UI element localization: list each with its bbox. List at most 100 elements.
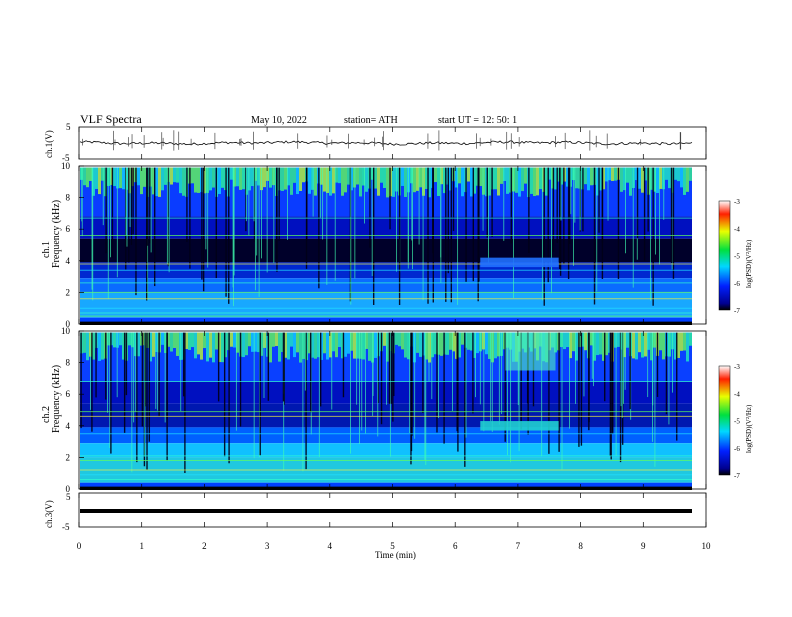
spectrogram-noise-cell	[557, 167, 560, 182]
spectrogram-noise-cell	[437, 167, 440, 196]
x-tick-label: 4	[328, 541, 333, 551]
spectrogram-noise-cell	[422, 167, 425, 196]
x-tick-label: 2	[202, 541, 207, 551]
ch1-spectrogram-yticks: 10 8 6 4 2 0	[61, 161, 84, 329]
spectrogram-noise-cell	[434, 167, 437, 183]
spectrogram-noise-cell	[458, 332, 461, 358]
ch1-spectrogram-ylabel: Frequency (kHz)	[51, 200, 62, 268]
spectrogram-noise-cell	[356, 167, 359, 185]
spectrogram-noise-cell	[281, 167, 284, 191]
spectrogram-noise-cell	[563, 332, 566, 350]
spectrogram-noise-cell	[647, 332, 650, 350]
spectrogram-noise-cell	[548, 167, 551, 180]
spectrogram-noise-cell	[212, 167, 215, 188]
spectrogram-noise-cell	[656, 167, 659, 193]
spectrogram-noise-cell	[215, 332, 218, 350]
spectrogram-noise-cell	[602, 167, 605, 190]
y-tick-label: 4	[66, 421, 71, 431]
spectrogram-noise-cell	[353, 332, 356, 359]
spectrogram-noise-cell	[680, 167, 683, 188]
colorbar-tick-label: -6	[734, 280, 740, 288]
ch1-ylabel: ch.1(V)	[44, 130, 54, 158]
spectrogram-noise-cell	[584, 332, 587, 351]
spectrogram-band	[80, 317, 692, 324]
ch1-colorbar	[718, 200, 731, 311]
spectrogram-noise-cell	[236, 167, 239, 187]
spectrogram-noise-cell	[506, 167, 509, 194]
spectrogram-noise-cell	[578, 167, 581, 189]
spectrogram-emission	[505, 332, 556, 371]
x-tick-label: 6	[453, 541, 458, 551]
spectrogram-noise-cell	[359, 332, 362, 359]
spectrogram-noise-cell	[587, 167, 590, 191]
x-tick-label: 7	[516, 541, 521, 551]
spectrogram-noise-cell	[287, 332, 290, 360]
spectrogram-noise-cell	[428, 167, 431, 198]
spectrogram-noise-cell	[503, 332, 506, 350]
spectrogram-noise-cell	[362, 167, 365, 186]
spectrogram-noise-cell	[374, 167, 377, 189]
spectrogram-noise-cell	[326, 167, 329, 193]
spectrogram-noise-cell	[443, 167, 446, 194]
spectrogram-noise-cell	[200, 332, 203, 360]
spectrogram-noise-cell	[581, 332, 584, 347]
spectrogram-noise-cell	[416, 167, 419, 191]
spectrogram-noise-cell	[158, 167, 161, 197]
spectrogram-noise-cell	[242, 332, 245, 358]
spectrogram-noise-cell	[248, 332, 251, 347]
spectrogram-noise-cell	[338, 167, 341, 184]
spectrogram-noise-cell	[218, 332, 221, 363]
spectrogram-noise-cell	[263, 167, 266, 188]
spectrogram-noise-cell	[320, 167, 323, 185]
spectrogram-baseline	[80, 321, 692, 325]
spectrogram-noise-cell	[230, 332, 233, 347]
ch3-ylabel: ch.3(V)	[44, 500, 54, 528]
y-tick-label: 6	[66, 389, 71, 399]
spectrogram-noise-cell	[461, 332, 464, 345]
spectrogram-noise-cell	[434, 332, 437, 355]
spectrogram-noise-cell	[95, 167, 98, 189]
spectrogram-noise-cell	[197, 332, 200, 355]
spectrogram-noise-cell	[398, 332, 401, 347]
spectrogram-noise-cell	[224, 332, 227, 358]
spectrogram-noise-cell	[152, 332, 155, 357]
spectrogram-noise-cell	[164, 167, 167, 185]
y-tick-label: 10	[61, 161, 71, 171]
spectrogram-noise-cell	[638, 332, 641, 353]
spectrogram-noise-cell	[431, 332, 434, 358]
spectrogram-noise-cell	[89, 167, 92, 181]
spectrogram-noise-cell	[608, 332, 611, 353]
spectrogram-noise-cell	[659, 167, 662, 189]
spectrogram-noise-cell	[575, 167, 578, 189]
spectrogram-noise-cell	[614, 332, 617, 348]
spectrogram-noise-cell	[455, 167, 458, 188]
spectrogram-noise-cell	[275, 332, 278, 347]
spectrogram-noise-cell	[122, 332, 125, 360]
spectrogram-noise-cell	[251, 332, 254, 352]
spectrogram-noise-cell	[263, 332, 266, 348]
spectrogram-noise-cell	[221, 332, 224, 363]
spectrogram-noise-cell	[332, 332, 335, 352]
y-tick-label: 2	[66, 452, 71, 462]
spectrogram-noise-cell	[155, 167, 158, 197]
spectrogram-noise-cell	[155, 332, 158, 353]
spectrogram-noise-cell	[569, 332, 572, 359]
spectrogram-noise-cell	[596, 167, 599, 196]
ch2-spectrogram-yticks: 10 8 6 4 2 0	[61, 326, 84, 494]
colorbar-tick-label: -6	[734, 445, 740, 453]
spectrogram-noise-cell	[488, 332, 491, 359]
colorbar-tick-label: -4	[734, 225, 740, 233]
spectrogram-noise-cell	[266, 332, 269, 357]
spectrogram-noise-cell	[404, 332, 407, 358]
spectrogram-noise-cell	[659, 332, 662, 351]
spectrogram-noise-cell	[260, 332, 263, 356]
spectrogram-noise-cell	[221, 167, 224, 188]
spectrogram-noise-cell	[482, 167, 485, 195]
spectrogram-noise-cell	[299, 167, 302, 191]
spectrogram-noise-cell	[626, 332, 629, 348]
y-tick-label: 0	[66, 319, 71, 329]
spectrogram-noise-cell	[176, 332, 179, 356]
spectrogram-noise-cell	[278, 332, 281, 362]
spectrogram-noise-cell	[293, 332, 296, 358]
spectrogram-noise-cell	[365, 167, 368, 192]
